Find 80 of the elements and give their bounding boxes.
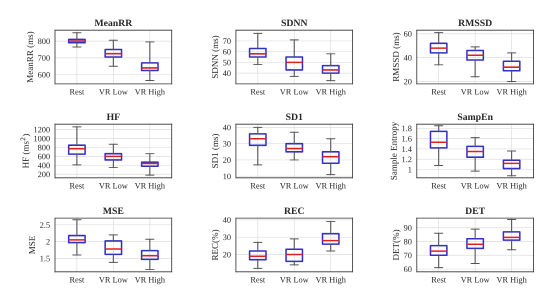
x-tick-label: VR High <box>134 182 165 190</box>
chart-title: REC <box>284 208 304 214</box>
x-tick-label: VR High <box>316 276 346 284</box>
y-tick-label: 200 <box>38 172 50 178</box>
y-tick-label: 80 <box>404 238 412 244</box>
chart-title: HF <box>106 114 120 120</box>
y-tick-label: 60 <box>404 266 412 272</box>
x-tick-label: Rest <box>432 276 446 283</box>
y-tick-label: 40 <box>222 70 231 76</box>
y-tick-label: 30 <box>223 234 231 240</box>
y-tick-label: 70 <box>404 252 412 258</box>
x-tick-label: VR Low <box>460 89 490 95</box>
y-tick-label: 10 <box>223 174 231 180</box>
y-tick-label: 400 <box>38 162 50 168</box>
y-tick-label: 90 <box>404 225 412 231</box>
x-tick-label: Rest <box>250 276 266 283</box>
y-tick-label: 1000 <box>34 136 50 142</box>
y-tick-label: 1 <box>408 166 412 172</box>
x-tick-label: VR Low <box>98 89 128 95</box>
x-tick-label: VR Low <box>280 276 309 283</box>
y-axis-title: DET(%) <box>392 230 401 260</box>
y-axis-title: SDNN (ms) <box>212 36 220 78</box>
y-tick-label: 50 <box>223 60 231 66</box>
y-tick-label: 1200 <box>34 126 50 132</box>
y-tick-label: 20 <box>223 157 231 163</box>
x-tick-label: VR High <box>316 182 346 190</box>
chart-title: SDNN <box>282 20 308 26</box>
y-tick-label: 1.4 <box>402 146 412 152</box>
y-axis-title: HF (ms$^{2}$) <box>20 134 31 168</box>
x-tick-label: VR Low <box>98 183 128 189</box>
y-tick-label: 1.6 <box>402 136 412 142</box>
y-axis-title: REC(%) <box>212 230 220 260</box>
y-axis-title: Sample Entropy <box>390 122 399 180</box>
y-tick-label: 1.8 <box>402 126 412 132</box>
chart-title: RMSSD <box>458 20 492 26</box>
y-tick-label: 800 <box>38 38 50 44</box>
x-tick-label: VR Low <box>280 89 309 95</box>
chart-title: MeanRR <box>94 20 132 26</box>
y-tick-label: 40 <box>404 54 412 61</box>
x-tick-label: Rest <box>432 89 446 95</box>
y-tick-label: 800 <box>38 144 50 150</box>
x-tick-label: VR High <box>134 276 165 284</box>
y-axis-title: MeanRR (ms) <box>26 32 35 82</box>
x-tick-label: VR Low <box>280 183 309 189</box>
x-tick-label: VR Low <box>98 276 128 283</box>
x-tick-label: Rest <box>70 183 84 189</box>
y-tick-label: 60 <box>404 31 412 37</box>
y-tick-label: 700 <box>38 55 50 61</box>
y-tick-label: 40 <box>222 124 231 130</box>
x-tick-label: VR High <box>134 88 165 96</box>
x-tick-label: Rest <box>250 89 266 95</box>
x-tick-label: Rest <box>250 183 266 189</box>
y-axis-title: RMSSD (ms) <box>392 32 401 82</box>
chart-title: MSE <box>102 208 124 214</box>
y-tick-label: 600 <box>38 72 50 78</box>
y-tick-label: 1.2 <box>402 156 412 162</box>
y-tick-label: 1.5 <box>40 256 50 262</box>
y-tick-label: 2.5 <box>40 222 50 228</box>
y-tick-label: 600 <box>38 154 50 160</box>
chart-title: SampEn <box>458 114 493 122</box>
x-tick-label: Rest <box>70 89 84 95</box>
y-tick-label: 40 <box>222 217 231 223</box>
x-tick-label: VR High <box>496 88 527 96</box>
y-tick-label: 2 <box>46 238 50 244</box>
x-tick-label: VR Low <box>460 183 490 189</box>
y-tick-label: 70 <box>223 38 231 44</box>
x-tick-label: VR High <box>496 276 527 284</box>
x-tick-label: Rest <box>70 276 84 283</box>
chart-title: DET <box>465 208 485 214</box>
y-tick-label: 20 <box>223 252 231 258</box>
chart-title: SD1 <box>286 114 302 120</box>
x-tick-label: VR High <box>316 88 346 96</box>
y-axis-title: SD1 (ms) <box>212 134 220 168</box>
x-tick-label: VR High <box>496 182 527 190</box>
y-axis-title: MSE <box>29 236 36 254</box>
y-tick-label: 60 <box>223 49 231 55</box>
x-tick-label: Rest <box>432 183 446 189</box>
y-tick-label: 30 <box>223 141 231 147</box>
x-tick-label: VR Low <box>460 276 490 283</box>
y-tick-label: 20 <box>404 78 412 84</box>
